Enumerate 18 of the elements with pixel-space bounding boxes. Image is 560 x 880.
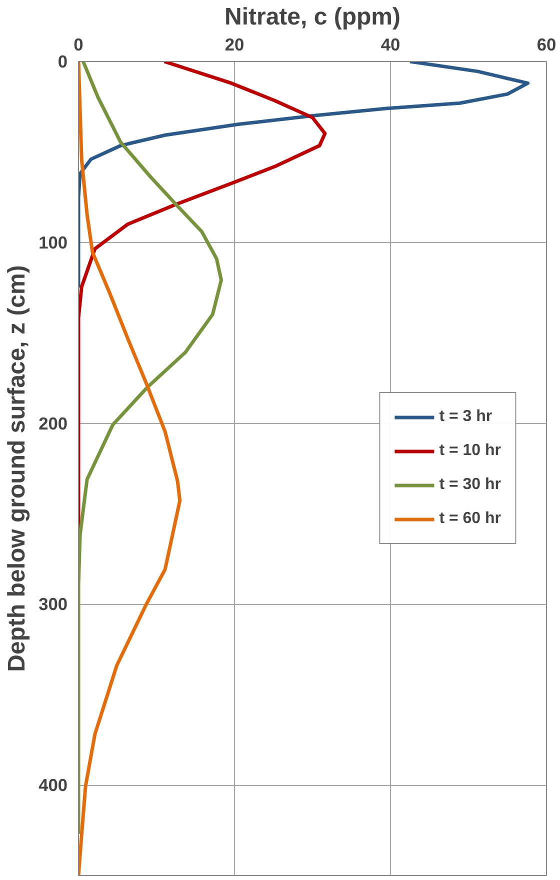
y-tick-label: 100 — [38, 232, 68, 252]
line-series — [78, 62, 530, 290]
legend-label: t = 10 hr — [439, 442, 501, 460]
y-axis-title: Depth below ground surface, z (cm) — [4, 265, 31, 672]
x-tick-label: 0 — [74, 34, 84, 54]
x-tick-label: 20 — [224, 34, 244, 54]
line-series — [78, 62, 327, 530]
y-tick-label: 400 — [38, 775, 68, 796]
legend-label: t = 60 hr — [439, 510, 501, 528]
legend-label: t = 3 hr — [439, 408, 492, 426]
line-series — [78, 62, 223, 836]
y-tick-label: 300 — [38, 594, 68, 614]
x-tick-label: 60 — [536, 34, 556, 54]
y-tick-label: 200 — [38, 413, 68, 434]
y-tick-label: 0 — [58, 52, 68, 72]
legend-label: t = 30 hr — [439, 476, 501, 494]
x-axis-title: Nitrate, c (ppm) — [224, 4, 401, 30]
x-tick-label: 40 — [380, 34, 400, 54]
